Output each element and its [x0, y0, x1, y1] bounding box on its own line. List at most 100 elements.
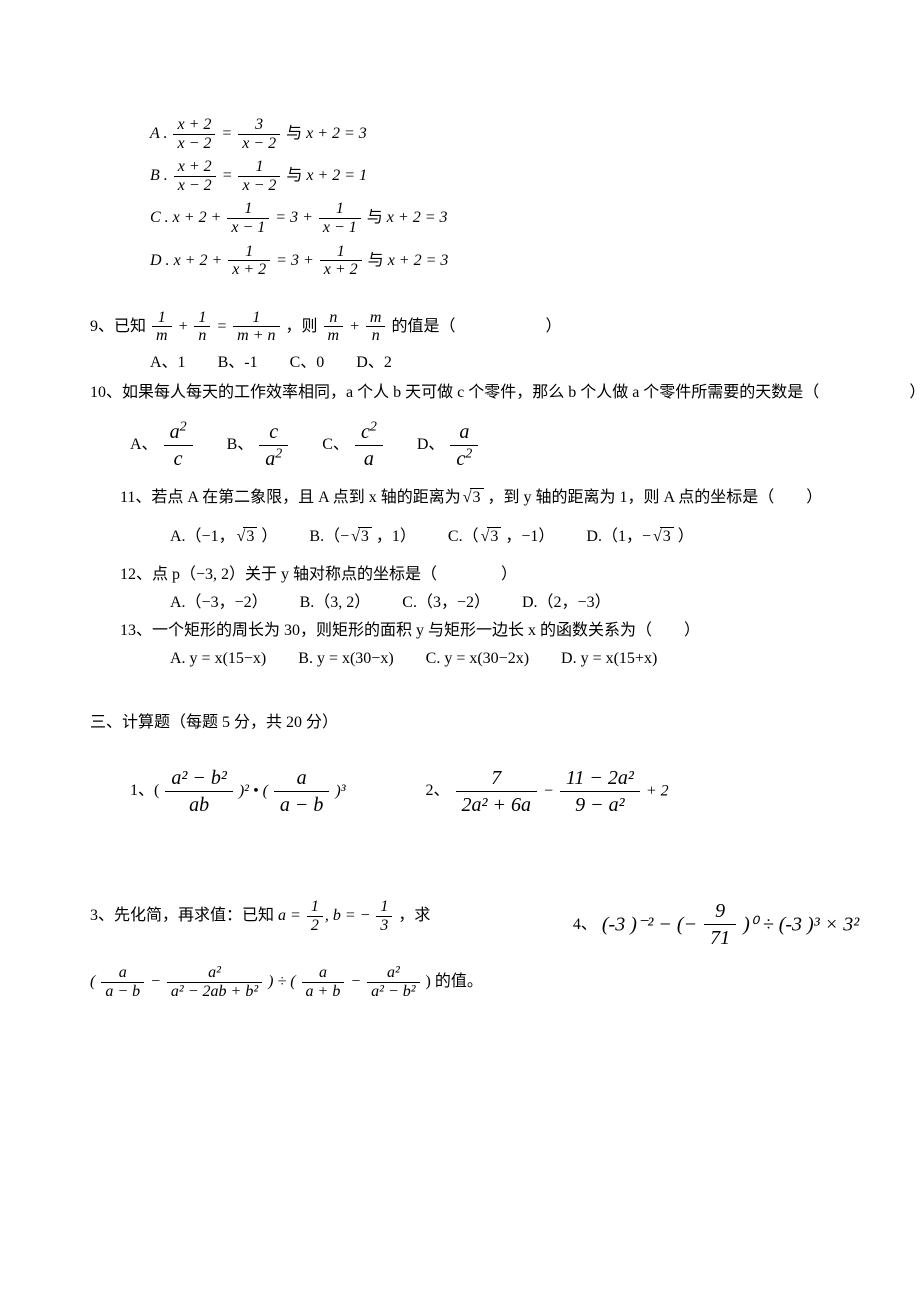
- fraction-num: 1: [233, 309, 279, 328]
- q9-stem-suffix: 的值是（: [391, 318, 455, 335]
- q9-options: A、1 B、-1 C、0 D、2: [150, 351, 920, 375]
- opt-post: ，1）: [372, 528, 416, 545]
- opt-letter: D .: [150, 251, 170, 268]
- calc4-pre: (-3 )⁻² − (−: [602, 914, 697, 936]
- fraction-den: x − 1: [319, 219, 361, 237]
- q9-stem-mid: ，则: [286, 318, 318, 335]
- calc3-text2: ，求: [398, 907, 430, 924]
- fraction-num: 1: [320, 243, 362, 262]
- opt-post: ，−1）: [501, 528, 554, 545]
- calc-row-1: 1、( a² − b²ab )² • ( aa − b )³ 2、 72a² +…: [130, 765, 920, 818]
- q10-opt-B: B、 ca2: [227, 419, 291, 472]
- q12-opt-B: B.（3, 2）: [300, 591, 371, 615]
- fraction-den: a: [265, 448, 275, 470]
- calc3-text: 3、先化简，再求值：已知: [90, 907, 278, 924]
- calc-row-2: 3、先化简，再求值：已知 a = 12, b = − 13 ，求 ( aa − …: [90, 898, 920, 1000]
- q11-opt-C: C.（ 3 ，−1）: [448, 525, 555, 549]
- q8-opt-C: C . x + 2 + 1x − 1 = 3 + 1x − 1 与 x + 2 …: [150, 200, 920, 236]
- q12-stem: 12、点 p（−3, 2）关于 y 轴对称点的坐标是（ ）: [120, 563, 920, 587]
- opt-letter: A .: [150, 125, 167, 142]
- q12-opt-D: D.（2，−3）: [522, 591, 611, 615]
- fraction-den: c: [164, 446, 193, 472]
- fraction-num: a: [302, 964, 345, 983]
- calc-2: 2、 72a² + 6a − 11 − 2a²9 − a² + 2: [426, 765, 669, 818]
- q11-opt-B: B.（−3 ，1）: [309, 525, 416, 549]
- fraction-den: 9 − a²: [560, 792, 640, 818]
- fraction-den: n: [194, 327, 210, 345]
- fraction-den: x + 2: [228, 261, 270, 279]
- q13-opt-C: C. y = x(30−2x): [426, 647, 529, 671]
- fraction-num: 1: [152, 309, 172, 328]
- fraction-num: 1: [228, 243, 270, 262]
- q8-opt-B: B . x + 2x − 2 = 1x − 2 与 x + 2 = 1: [150, 158, 920, 194]
- q13-opt-D: D. y = x(15+x): [561, 647, 657, 671]
- superscript: 2: [465, 447, 472, 462]
- opt-pre: D.（1，−: [586, 528, 651, 545]
- q9-opt-A: A、1: [150, 351, 186, 375]
- fraction-num: n: [324, 309, 344, 328]
- calc-tail: )³: [335, 783, 345, 800]
- opt-letter: B .: [150, 167, 168, 184]
- calc-label: 2、: [426, 782, 450, 799]
- equation-mid: = 3 +: [275, 209, 313, 226]
- opt-pre: C.（: [448, 528, 479, 545]
- opt-post: ）: [674, 528, 694, 545]
- q12-options: A.（−3，−2） B.（3, 2） C.（3，−2） D.（2，−3）: [170, 591, 920, 615]
- superscript: 2: [180, 420, 187, 435]
- fraction-num: 1: [319, 200, 361, 219]
- fraction-den: x − 2: [173, 135, 215, 153]
- fraction-den: x + 2: [320, 261, 362, 279]
- close-text: ) 的值。: [426, 973, 483, 990]
- radicand: 3: [487, 527, 501, 545]
- radicand: 3: [243, 527, 257, 545]
- q12-opt-C: C.（3，−2）: [402, 591, 490, 615]
- minus-sign: −: [150, 974, 161, 991]
- fraction-num: a: [101, 964, 144, 983]
- fraction-den: a² − b²: [367, 983, 419, 1001]
- q12-opt-A: A.（−3，−2）: [170, 591, 268, 615]
- fraction-den: m: [152, 327, 172, 345]
- calc4-post: )⁰ ÷ (-3 )³ × 3²: [743, 914, 859, 936]
- fraction-den: x − 2: [238, 177, 280, 195]
- comma: ,: [325, 907, 333, 924]
- conjunction: 与: [368, 252, 384, 269]
- fraction-num: 1: [227, 200, 269, 219]
- q13-stem: 13、一个矩形的周长为 30，则矩形的面积 y 与矩形一边长 x 的函数关系为（…: [120, 619, 920, 643]
- q11-options: A.（−1，3 ） B.（−3 ，1） C.（3 ，−1） D.（1，−3 ）: [170, 524, 920, 548]
- equation-side: x + 2 = 3: [387, 209, 448, 226]
- calc-mid: )² • (: [239, 783, 268, 800]
- equation-side: x + 2 = 3: [306, 125, 367, 142]
- fraction-num: 1: [307, 898, 323, 917]
- minus-sign: −: [543, 783, 554, 800]
- equation-lead: x + 2 +: [174, 252, 223, 269]
- fraction-num: x + 2: [173, 116, 215, 135]
- fraction-den: 71: [704, 925, 736, 951]
- close-paren: ）: [545, 318, 561, 335]
- calc-3: 3、先化简，再求值：已知 a = 12, b = − 13 ，求 ( aa − …: [90, 898, 483, 1000]
- eq-sign: =: [216, 318, 227, 335]
- plus-tail: + 2: [646, 783, 669, 800]
- equation-side: x + 2 = 3: [388, 252, 449, 269]
- fraction-num: 7: [456, 765, 538, 792]
- fraction-num: 1: [194, 309, 210, 328]
- equation-lead: x + 2 +: [173, 209, 222, 226]
- plus-sign: +: [178, 318, 189, 335]
- fraction-num: c: [259, 419, 288, 446]
- calc-label: 1、(: [130, 782, 159, 799]
- fraction-den: 2: [307, 917, 323, 935]
- q11-stem-a: 11、若点 A 在第二象限，且 A 点到 x 轴的距离为: [120, 489, 461, 506]
- eq-b: b = −: [333, 907, 371, 924]
- q10-opt-C: C、 c2a: [322, 419, 385, 472]
- calc-mid: ) ÷ (: [268, 974, 295, 991]
- minus-sign: −: [350, 974, 361, 991]
- q10-stem: 10、如果每人每天的工作效率相同，a 个人 b 天可做 c 个零件，那么 b 个…: [90, 384, 819, 401]
- q10-options: A、 a2c B、 ca2 C、 c2a D、 ac2: [130, 419, 920, 472]
- fraction-num: a: [170, 421, 180, 443]
- fraction-den: a + b: [302, 983, 345, 1001]
- equation-mid: = 3 +: [276, 252, 314, 269]
- q13-opt-B: B. y = x(30−x): [298, 647, 393, 671]
- fraction-den: a: [355, 446, 383, 472]
- fraction-den: ab: [165, 792, 233, 818]
- fraction-num: 1: [238, 158, 280, 177]
- q9-opt-B: B、-1: [218, 351, 258, 375]
